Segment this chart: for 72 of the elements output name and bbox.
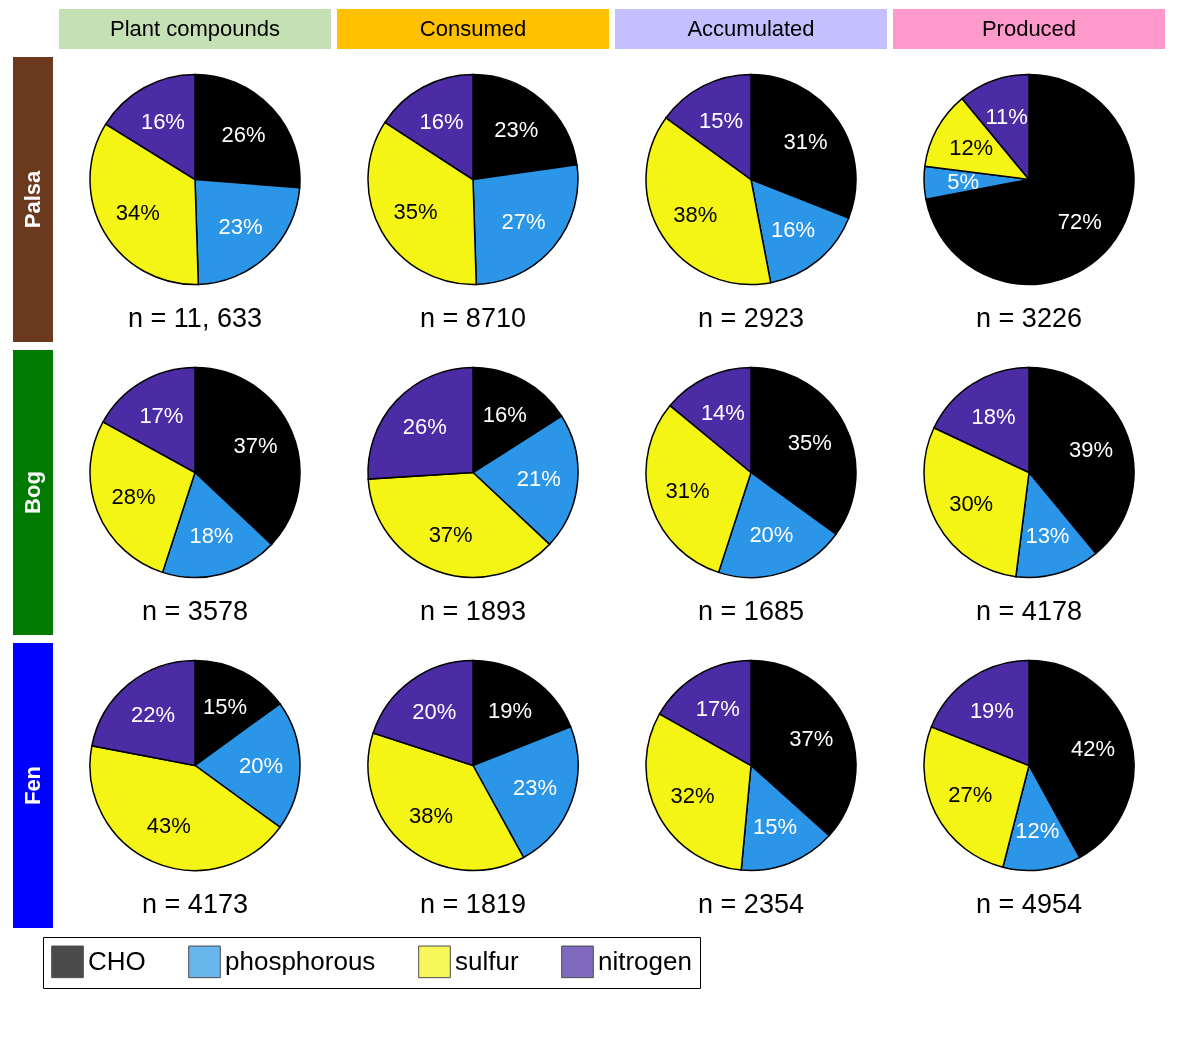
data-label: 15% <box>202 693 247 719</box>
text: n = 1819 <box>420 889 526 919</box>
data-label: 20% <box>238 752 284 778</box>
data-label: 26% <box>402 414 447 440</box>
data-label: 23% <box>218 214 263 240</box>
data-label: 16% <box>140 108 185 134</box>
legend-label: nitrogen <box>598 945 692 976</box>
data-label: 39% <box>1069 437 1114 463</box>
text: n = 3226 <box>976 303 1082 333</box>
data-label: 14% <box>700 399 745 425</box>
chart-title: Accumulated <box>687 16 815 41</box>
data-label: 23% <box>513 774 558 800</box>
legend-label: phosphorous <box>225 945 376 976</box>
chart-title: Plant compounds <box>110 16 280 41</box>
text: n = 4173 <box>142 889 248 919</box>
data-label: 15% <box>753 813 798 839</box>
data-label: 38% <box>673 201 718 227</box>
text: n = 4954 <box>976 889 1082 919</box>
data-label: 27% <box>501 209 546 235</box>
data-label: 38% <box>408 803 453 829</box>
data-label: 32% <box>670 783 715 809</box>
data-label: 12% <box>1015 817 1060 843</box>
data-label: 20% <box>749 522 794 548</box>
text: Palsa <box>20 169 45 229</box>
data-label: 16% <box>482 401 527 427</box>
text: n = 1893 <box>420 596 526 626</box>
data-label: 37% <box>233 433 278 459</box>
chart-title: Produced <box>981 16 1077 41</box>
data-label: 16% <box>419 108 464 134</box>
data-label: 26% <box>221 121 266 147</box>
legend-label: sulfur <box>455 945 519 976</box>
data-label: 43% <box>146 813 191 839</box>
text: n = 1685 <box>698 596 804 626</box>
data-label: 18% <box>189 523 234 549</box>
text: n = 8710 <box>420 303 526 333</box>
legend-label: CHO <box>88 945 146 976</box>
pie-slice <box>925 73 1135 286</box>
data-label: 35% <box>393 198 438 224</box>
text: n = 2354 <box>698 889 804 919</box>
text: Bog <box>20 471 45 514</box>
text: n = 4178 <box>976 596 1082 626</box>
data-label: 23% <box>494 116 539 142</box>
data-label: 16% <box>771 217 816 243</box>
data-label: 22% <box>130 701 175 727</box>
chart-title: Consumed <box>419 16 527 41</box>
data-label: 17% <box>695 695 740 721</box>
data-label: 27% <box>948 782 993 808</box>
data-label: 19% <box>488 697 533 723</box>
data-label: 11% <box>985 104 1028 130</box>
data-label: 5% <box>947 168 979 194</box>
data-label: 18% <box>971 403 1016 429</box>
text: n = 2923 <box>698 303 804 333</box>
text: Fen <box>20 765 45 806</box>
data-label: 21% <box>516 465 561 491</box>
text: n = 3578 <box>142 596 248 626</box>
data-label: 15% <box>699 107 744 133</box>
data-label: 35% <box>787 429 832 455</box>
text: n = 11, 633 <box>128 303 262 333</box>
data-label: 20% <box>412 699 457 725</box>
data-label: 13% <box>1025 522 1070 548</box>
data-label: 42% <box>1070 736 1115 762</box>
data-label: 31% <box>783 129 828 155</box>
data-label: 37% <box>789 725 834 751</box>
data-label: 12% <box>949 134 994 160</box>
data-label: 72% <box>1057 208 1102 234</box>
data-label: 37% <box>428 521 473 547</box>
data-label: 28% <box>111 483 156 509</box>
data-label: 31% <box>665 477 710 503</box>
data-label: 30% <box>949 491 994 517</box>
data-label: 17% <box>139 402 184 428</box>
data-label: 34% <box>115 199 160 225</box>
data-label: 19% <box>969 697 1014 723</box>
